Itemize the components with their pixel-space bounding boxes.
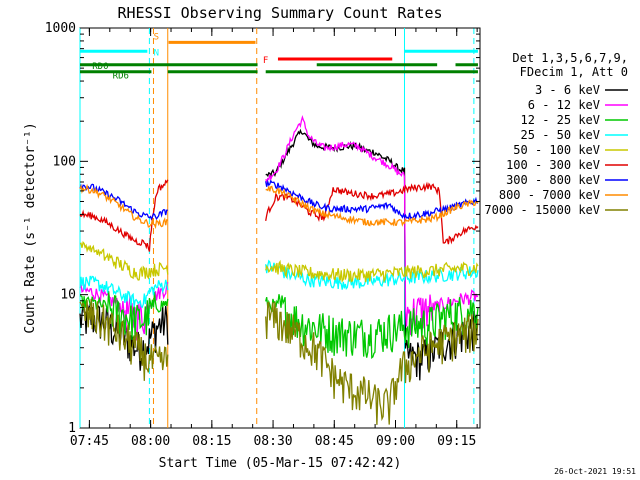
x-tick-label-1: 08:00 <box>131 434 170 449</box>
series-line-6-seg1 <box>265 179 479 220</box>
legend-label-1: 6 - 12 keV <box>528 98 600 112</box>
legend-label-4: 50 - 100 keV <box>513 143 600 157</box>
legend-label-6: 300 - 800 keV <box>506 173 600 187</box>
series-line-4-seg1 <box>265 259 479 284</box>
legend-label-8: 7000 - 15000 keV <box>484 203 600 217</box>
x-tick-label-4: 08:45 <box>315 434 354 449</box>
series-line-7-seg1 <box>265 185 479 227</box>
flag-label-s: S <box>154 32 159 42</box>
legend-header-1: FDecim 1, Att 0 <box>520 65 628 79</box>
legend-label-0: 3 - 6 keV <box>535 83 600 97</box>
x-axis-label: Start Time (05-Mar-15 07:42:42) <box>159 456 402 471</box>
y-axis-label: Count Rate (s⁻¹ detector⁻¹) <box>23 122 38 333</box>
series-line-2-seg1 <box>265 294 479 359</box>
x-tick-label-3: 08:30 <box>253 434 292 449</box>
legend-label-7: 800 - 7000 keV <box>499 188 600 202</box>
series-line-7-seg0 <box>79 183 168 230</box>
y-tick-label-1: 10 <box>60 288 76 303</box>
series-line-2-seg0 <box>79 290 169 340</box>
x-tick-label-0: 07:45 <box>70 434 109 449</box>
x-tick-label-2: 08:15 <box>192 434 231 449</box>
chart-title: RHESSI Observing Summary Count Rates <box>117 4 442 22</box>
legend: Det 1,3,5,6,7,9,FDecim 1, Att 0 3 - 6 keV… <box>484 51 628 217</box>
series-line-8-seg0 <box>79 298 169 381</box>
legend-header-0: Det 1,3,5,6,7,9, <box>512 51 628 65</box>
series-line-3-seg1 <box>265 259 479 291</box>
flag-label-rd0: RD0 <box>92 62 108 72</box>
series-line-8-seg1 <box>265 301 479 425</box>
series-line-4-seg0 <box>79 241 169 281</box>
x-tick-label-5: 09:00 <box>376 434 415 449</box>
plot-area: SN F RD0 RD6 1 10 100 1000 07:45 08:00 08:15 08:30 0… <box>45 21 481 449</box>
legend-label-3: 25 - 50 keV <box>521 128 600 142</box>
timestamp: 26-Oct-2021 19:51 <box>554 467 636 476</box>
y-tick-label-3: 1000 <box>45 21 76 36</box>
y-tick-label-2: 100 <box>53 154 76 169</box>
x-tick-label-6: 09:15 <box>437 434 476 449</box>
flag-label-f: F <box>263 56 268 66</box>
flag-label-n: N <box>154 48 159 58</box>
y-tick-label-0: 1 <box>68 421 76 436</box>
legend-label-2: 12 - 25 keV <box>521 113 600 127</box>
series-line-3-seg0 <box>79 275 169 309</box>
series-line-1-seg1 <box>265 115 479 335</box>
legend-label-5: 100 - 300 keV <box>506 158 600 172</box>
flag-label-rd6: RD6 <box>113 72 129 82</box>
